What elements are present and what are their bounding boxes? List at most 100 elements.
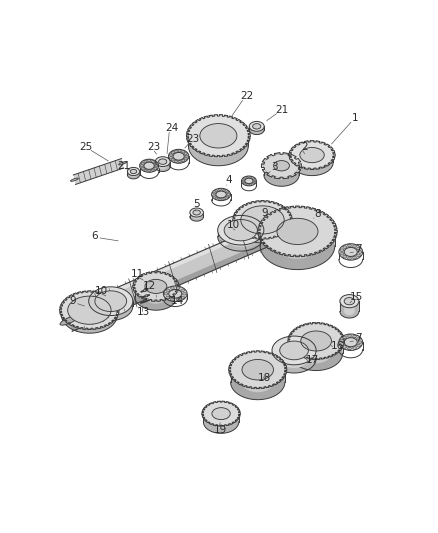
Polygon shape [261,240,264,243]
Ellipse shape [219,189,222,191]
Polygon shape [233,118,237,120]
Ellipse shape [155,157,170,166]
Polygon shape [233,215,235,218]
Text: 9: 9 [69,296,76,306]
Polygon shape [145,286,167,304]
Ellipse shape [226,196,229,198]
Polygon shape [214,155,218,157]
Polygon shape [60,312,62,314]
Polygon shape [206,421,209,423]
Polygon shape [286,209,289,212]
Polygon shape [308,323,311,325]
Polygon shape [263,217,267,220]
Ellipse shape [155,165,158,167]
Ellipse shape [154,162,157,164]
Polygon shape [278,380,281,383]
Ellipse shape [357,344,360,347]
Text: 3: 3 [272,163,278,172]
Polygon shape [61,316,64,318]
Polygon shape [166,273,170,276]
Polygon shape [247,138,250,140]
Polygon shape [288,337,290,339]
Text: 10: 10 [226,220,240,230]
Polygon shape [296,158,301,163]
Polygon shape [222,425,225,426]
Ellipse shape [218,215,264,245]
Text: 1: 1 [352,113,358,123]
Ellipse shape [181,151,185,153]
Ellipse shape [176,298,180,301]
Polygon shape [232,378,235,380]
Ellipse shape [163,286,187,302]
Ellipse shape [300,148,324,163]
Ellipse shape [250,176,252,178]
Polygon shape [238,354,241,357]
Ellipse shape [60,316,78,325]
Polygon shape [283,231,286,233]
Ellipse shape [212,192,215,194]
Polygon shape [241,220,284,239]
Ellipse shape [170,154,173,156]
Ellipse shape [224,220,258,241]
Polygon shape [203,407,206,409]
Polygon shape [224,230,258,247]
Polygon shape [95,301,127,317]
Polygon shape [261,238,264,239]
Polygon shape [213,424,216,426]
Polygon shape [117,309,119,311]
Polygon shape [311,253,316,255]
Ellipse shape [171,151,174,154]
Polygon shape [234,212,237,215]
Polygon shape [325,164,330,166]
Polygon shape [102,325,106,327]
Polygon shape [325,357,329,358]
Ellipse shape [340,253,344,255]
Ellipse shape [170,157,173,159]
Polygon shape [288,212,291,215]
Polygon shape [261,351,265,352]
Polygon shape [306,207,311,209]
Ellipse shape [176,287,180,289]
Polygon shape [261,164,264,168]
Text: 23: 23 [187,134,200,144]
Polygon shape [321,212,325,214]
Polygon shape [238,383,241,385]
Polygon shape [134,278,138,281]
Polygon shape [233,222,235,224]
Polygon shape [258,227,261,229]
Ellipse shape [246,184,248,185]
Polygon shape [333,237,336,240]
Polygon shape [202,413,204,415]
Polygon shape [283,152,289,155]
Polygon shape [341,346,343,348]
Polygon shape [242,353,246,355]
Polygon shape [258,233,261,236]
Polygon shape [291,160,295,163]
Polygon shape [280,350,308,368]
Polygon shape [328,244,332,246]
Polygon shape [237,119,241,122]
Polygon shape [88,301,133,320]
Polygon shape [162,298,166,301]
Polygon shape [61,310,117,333]
Polygon shape [157,271,160,273]
Ellipse shape [88,287,133,316]
Ellipse shape [252,182,255,184]
Ellipse shape [170,298,174,301]
Ellipse shape [140,165,143,167]
Polygon shape [285,369,287,371]
Ellipse shape [174,160,177,163]
Polygon shape [264,166,299,186]
Polygon shape [285,254,289,256]
Polygon shape [284,372,286,374]
Ellipse shape [344,297,355,305]
Text: 9: 9 [261,207,268,217]
Polygon shape [187,138,189,140]
Ellipse shape [188,116,248,156]
Polygon shape [241,147,244,150]
Polygon shape [265,352,269,353]
Polygon shape [280,359,284,362]
Polygon shape [246,386,250,388]
Polygon shape [290,349,293,351]
Polygon shape [261,220,264,223]
